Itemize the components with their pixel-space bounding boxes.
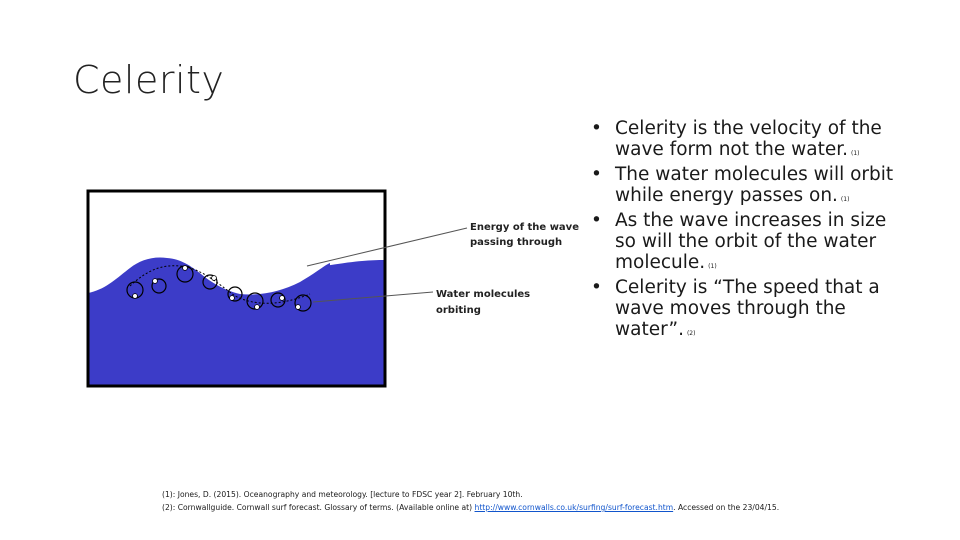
slide-title: Celerity [73, 58, 225, 102]
molecule-orbit [227, 286, 243, 302]
bullet-item: • As the wave increases in size so will t… [591, 210, 911, 277]
molecule-orbit [246, 292, 264, 310]
molecule-orbit [270, 292, 286, 308]
energy-pointer-line [306, 227, 468, 267]
molecules-pointer-line [312, 291, 434, 303]
water-extension [325, 260, 385, 386]
molecule-orbit [294, 294, 312, 312]
molecule-dot [132, 293, 138, 299]
bullet-item: • The water molecules will orbit while en… [591, 164, 911, 210]
molecule-dots [132, 265, 301, 310]
molecule-dot [279, 295, 285, 301]
bullet-list: • Celerity is the velocity of the wave fo… [591, 118, 911, 344]
energy-label-line2: passing through [470, 237, 562, 248]
bullet-item: • Celerity is “The speed that a wave move… [591, 277, 911, 344]
energy-label-line1: Energy of the wave [470, 222, 579, 233]
bullet-item: • Celerity is the velocity of the wave fo… [591, 118, 911, 164]
bullet-text: As the wave increases in size so will th… [615, 210, 887, 273]
water-body [88, 257, 330, 386]
molecule-dot [182, 265, 188, 271]
molecule-dot [211, 275, 217, 281]
bullet-text: Celerity is the velocity of the wave for… [615, 118, 882, 160]
reference-2-prefix: (2): Cornwallguide. Cornwall surf foreca… [162, 503, 473, 512]
molecule-orbit [202, 274, 218, 290]
bullet-ref: (1) [851, 150, 860, 157]
molecule-orbit [151, 278, 167, 294]
references-footer: (1): Jones, D. (2015). Oceanography and … [162, 488, 942, 514]
bullet-text: Celerity is “The speed that a wave moves… [615, 277, 880, 340]
wave-diagram: Energy of the wave passing through Water… [86, 189, 579, 388]
bullet-ref: (1) [708, 263, 717, 270]
molecule-dot [152, 278, 158, 284]
bullet-dot-icon: • [591, 164, 602, 185]
diagram-frame [86, 189, 387, 388]
molecule-dot [254, 304, 260, 310]
bullet-ref: (2) [686, 330, 696, 337]
reference-2-link[interactable]: http://www.cornwalls.co.uk/surfing/surf-… [474, 503, 674, 512]
molecules-label-line2: orbiting [436, 305, 481, 316]
molecule-dot [229, 295, 235, 301]
reference-2-suffix: . Accessed on the 23/04/15. [673, 503, 780, 512]
reference-1: (1): Jones, D. (2015). Oceanography and … [162, 490, 523, 499]
bullet-dot-icon: • [591, 118, 602, 139]
molecules-label-line1: Water molecules [436, 289, 530, 300]
bullet-text: The water molecules will orbit while ene… [615, 164, 894, 206]
reference-2: (2): Cornwallguide. Cornwall surf foreca… [162, 501, 942, 514]
orbit-path [129, 265, 311, 304]
molecule-dot [295, 304, 301, 310]
bullet-ref: (1) [840, 196, 850, 203]
bullet-dot-icon: • [591, 210, 602, 231]
bullet-dot-icon: • [591, 277, 602, 298]
